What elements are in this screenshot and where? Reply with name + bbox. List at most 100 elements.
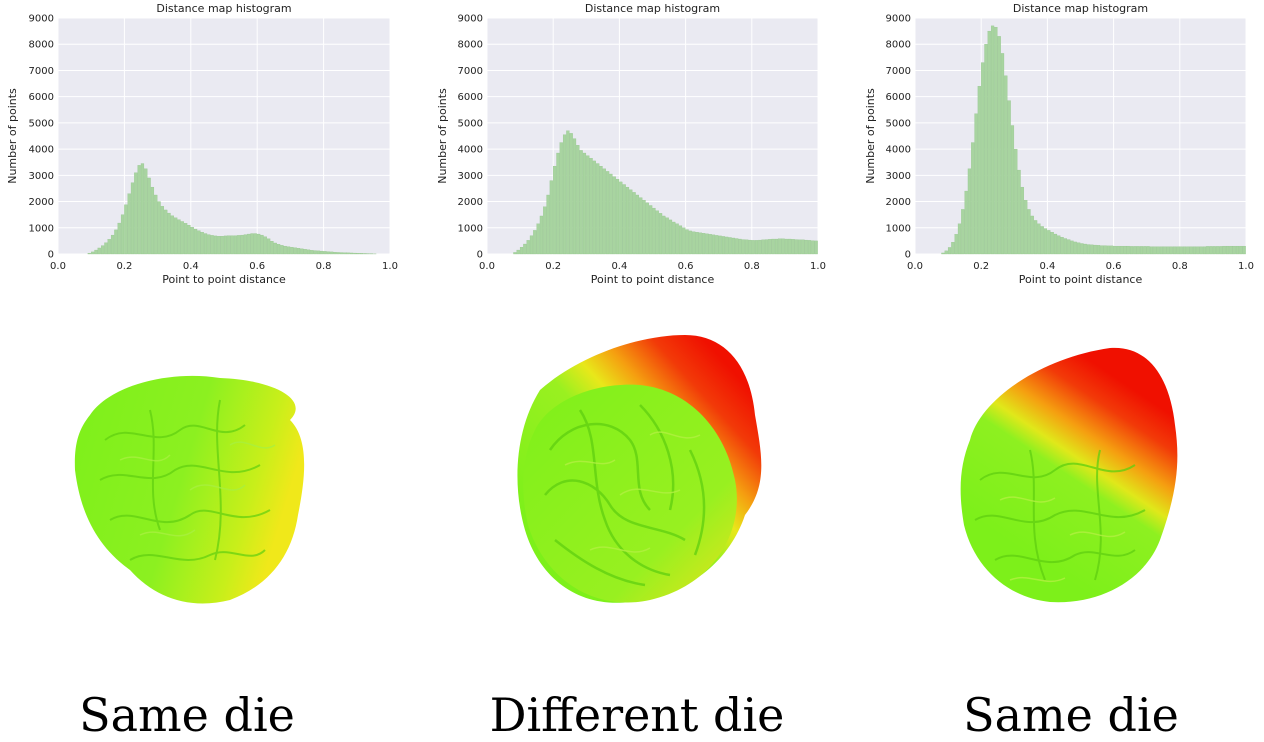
histogram-bar [290,247,294,255]
histogram-bar [745,239,749,255]
x-tick-label: 0.4 [183,261,199,272]
histogram-bar [276,244,281,255]
histogram-bar [582,152,587,255]
histogram-bar [1222,245,1226,255]
histogram-bar [655,210,659,255]
histogram-bar [794,239,798,255]
y-tick-label: 4000 [886,145,911,156]
histogram-bar [774,238,779,255]
histogram-bar [1179,246,1183,255]
histogram-bar [718,235,722,255]
histogram-bar [1153,246,1157,255]
histogram-bar [323,251,327,255]
histogram-bar [1235,245,1240,255]
y-tick-label: 9000 [29,14,54,25]
histogram-bar [1239,245,1243,255]
histogram-bar [546,194,550,255]
histogram-bar [572,138,577,255]
histogram-bar [247,233,251,255]
histogram-bar [984,44,988,255]
histogram-bar [784,238,788,255]
histogram-bar [1173,246,1177,255]
y-tick-label: 5000 [458,118,483,129]
y-tick-label: 8000 [886,40,911,51]
histogram-bar [586,155,590,255]
histogram-bar [1103,245,1107,255]
histogram-bar [250,233,254,255]
histogram-bar [797,239,802,255]
histogram-bar [283,245,287,255]
histogram-bar [227,235,231,255]
histogram-bar [306,249,311,255]
histogram-bar [725,236,729,255]
histogram-bar [174,217,178,255]
histogram-bar [764,239,769,255]
histogram-bar [233,235,238,255]
histogram-bar [1225,245,1230,255]
distance-map-render-same-die-1 [74,375,305,604]
histogram-bar [665,217,669,255]
histogram-bar [1209,246,1213,255]
histogram-bar [523,243,527,255]
x-tick-label: 1.0 [810,261,826,272]
histogram-bar [303,249,307,255]
histogram-bar [1143,246,1147,255]
x-tick-label: 1.0 [382,261,398,272]
x-tick-label: 0.0 [479,261,495,272]
caption-1: Same die [79,688,295,742]
histogram-bar [569,133,573,255]
histogram-bar [104,242,108,255]
y-tick-label: 1000 [886,223,911,234]
histogram-chart-2: 0 1000 2000 3000 4000 5000 6000 7000 8000 9000 0.0… [430,0,850,300]
histogram-bar [147,177,151,255]
histogram-bar [1063,238,1068,255]
histogram-bar [1100,245,1104,255]
histogram-bar [1189,246,1193,255]
histogram-bar [635,194,640,255]
histogram-bar [579,150,583,255]
histogram-bar [990,25,995,255]
histogram-bar [967,168,972,255]
histogram-bar [1067,239,1071,255]
histogram-bar [658,213,663,255]
histogram-bar [1014,148,1018,255]
histogram-bar [941,252,945,255]
histogram-bar [1229,245,1233,255]
y-tick-label: 6000 [29,92,54,103]
histogram-svg-2: 0 1000 2000 3000 4000 5000 6000 7000 8000 9000 0.0… [436,2,826,286]
y-tick-label: 6000 [886,92,911,103]
histogram-bar [197,230,201,255]
histogram-bar [293,247,297,255]
histogram-bar [350,252,354,255]
histogram-bar [1024,200,1028,255]
histogram-bar [320,250,324,255]
histogram-bar [738,238,742,255]
histogram-bar [1040,226,1044,255]
histogram-bar [562,134,567,255]
histogram-bar [1110,245,1114,255]
histogram-bar [280,245,284,255]
histogram-bar [230,235,234,255]
histogram-bar [120,214,125,255]
histogram-bar [592,160,596,255]
histogram-bar [190,227,194,255]
histogram-bar [130,182,135,255]
y-tick-label: 2000 [29,197,54,208]
histogram-bar [944,250,948,255]
histogram-bar [346,252,350,255]
histogram-bar [1129,246,1134,255]
histogram-bar [237,235,241,255]
histogram-bar [114,229,118,255]
histogram-bar [519,247,524,255]
chart-title: Distance map histogram [1013,2,1148,15]
chart-title: Distance map histogram [585,2,720,15]
y-tick-label: 2000 [458,197,483,208]
histogram-bar [526,240,530,255]
histogram-bar [217,236,221,255]
histogram-bar [253,233,257,255]
histogram-bar [652,207,656,255]
histogram-bar [134,172,138,255]
histogram-bar [1007,100,1011,255]
x-tick-label: 0.2 [973,261,989,272]
histogram-bar [1034,220,1038,255]
